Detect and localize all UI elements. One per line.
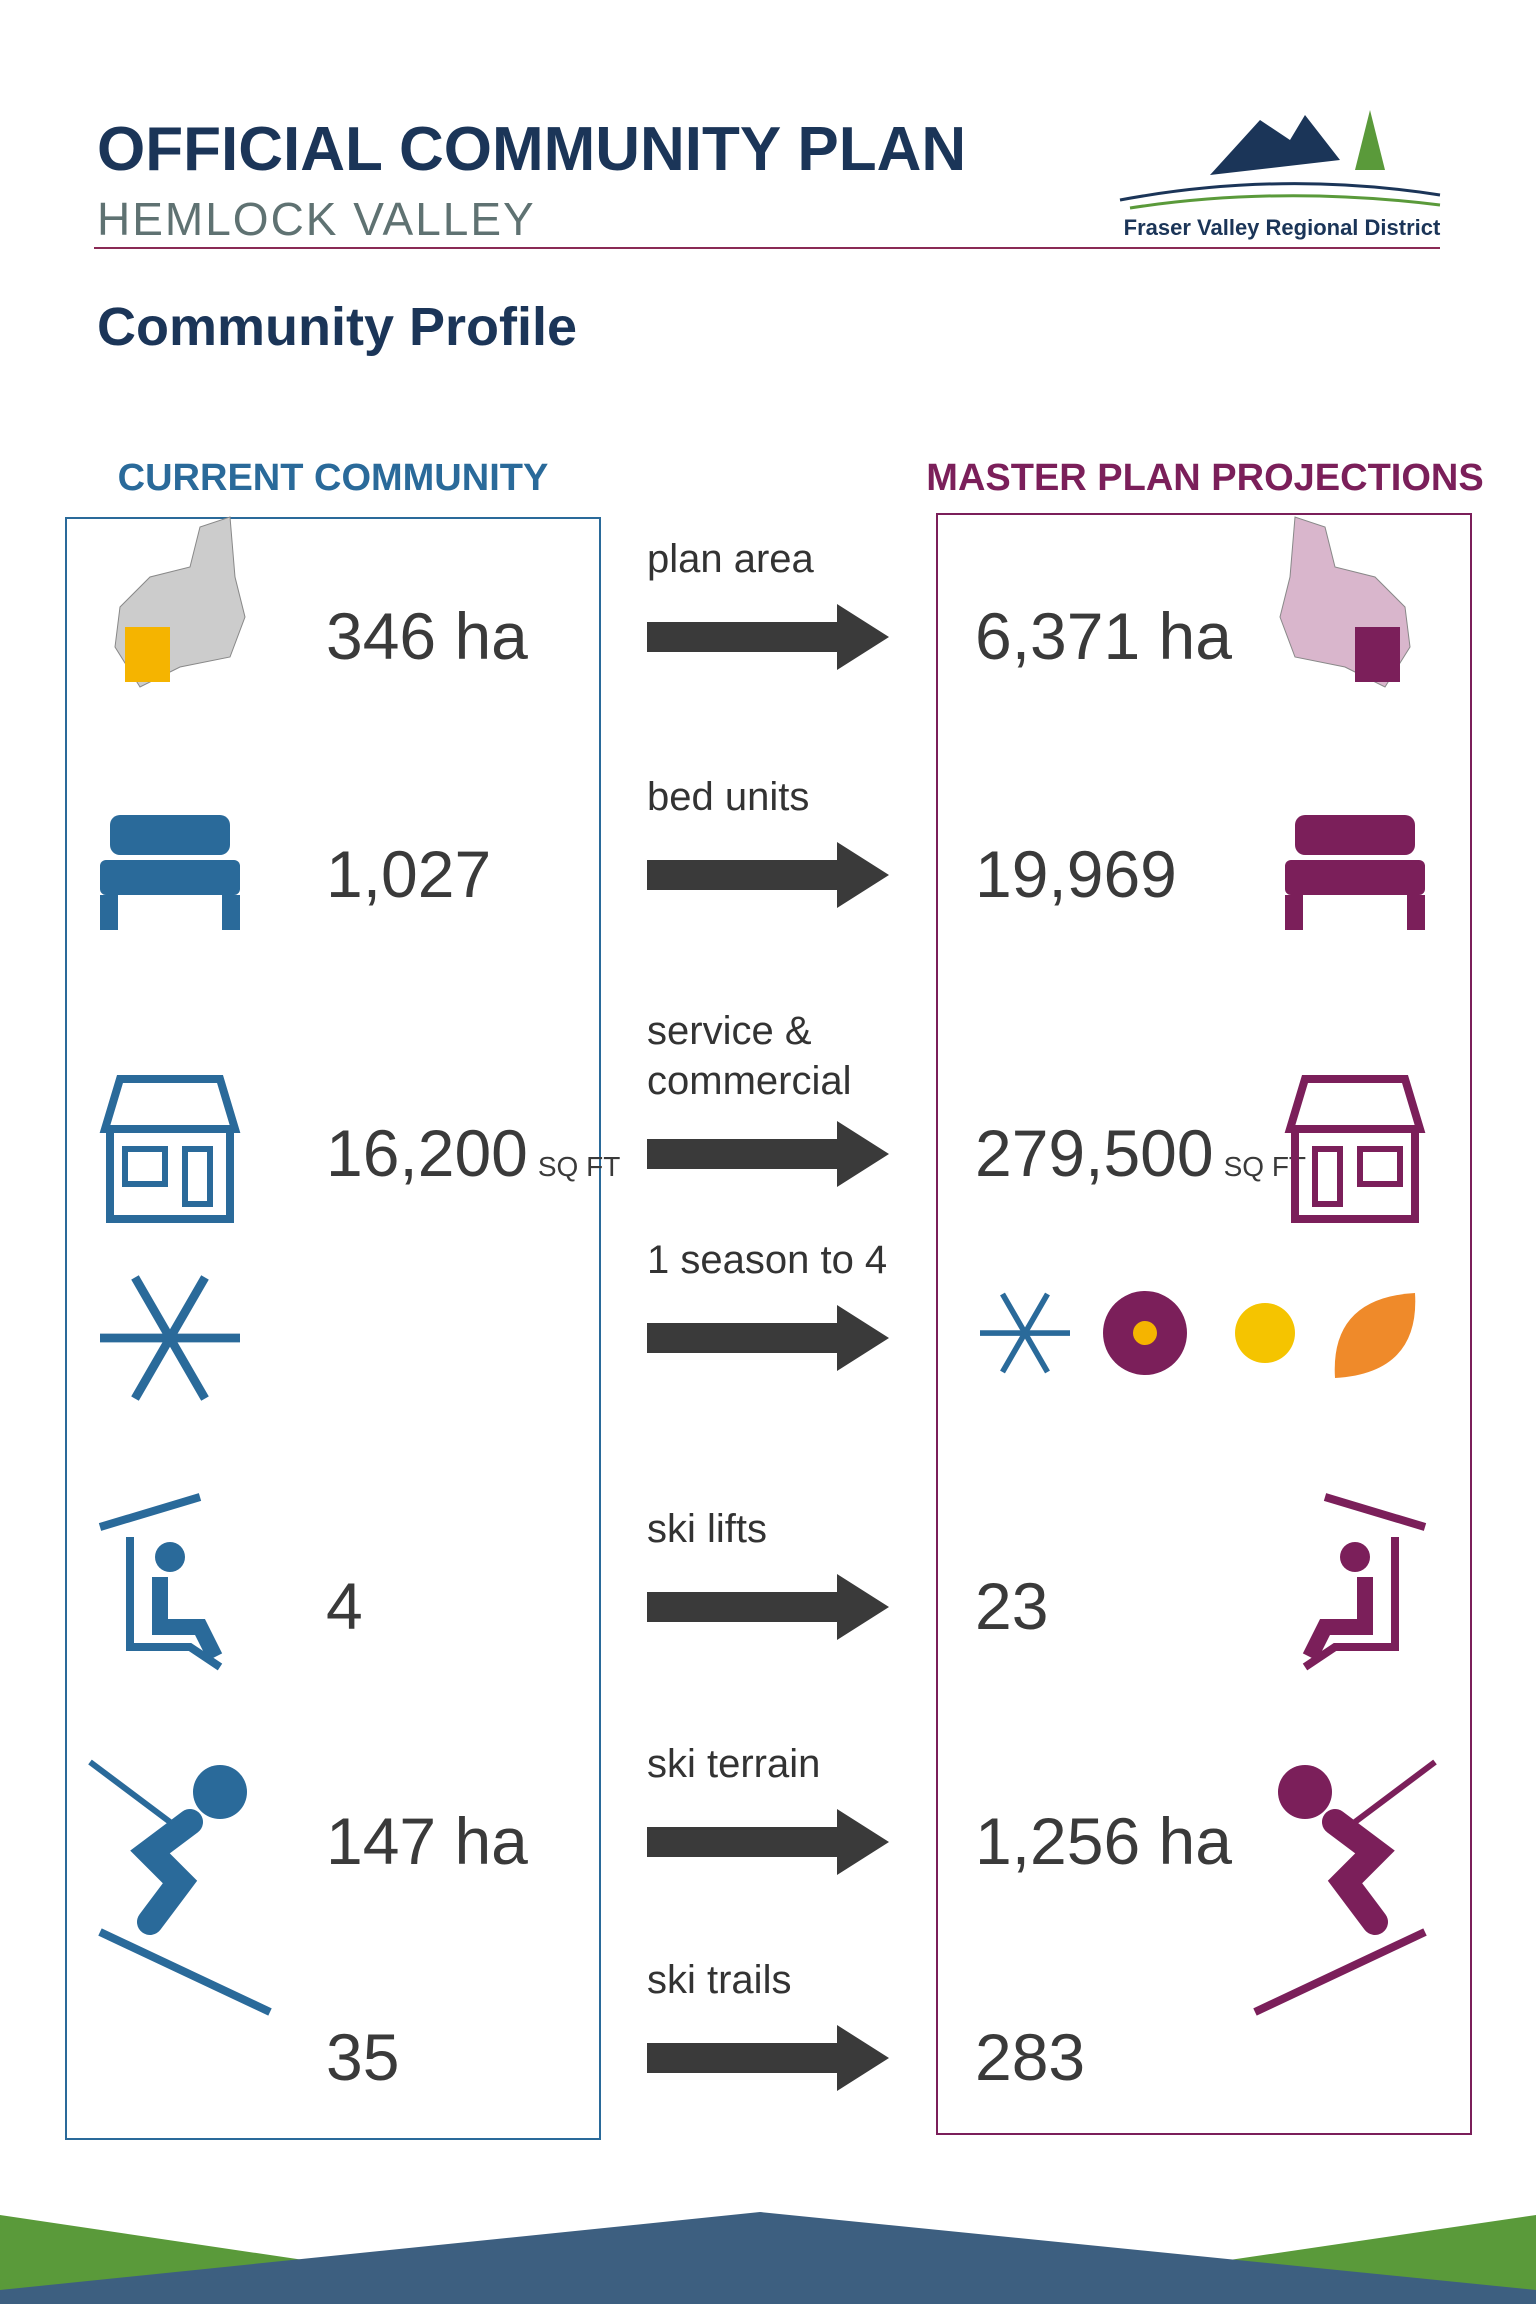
lift-chair (126, 1537, 223, 1671)
profile-row: plan area 346 ha 6,371 ha (114, 516, 1411, 688)
projected-icon (1284, 1075, 1426, 1223)
skier-body (130, 1809, 203, 1935)
current-value: 35 (326, 2020, 399, 2094)
footer (0, 2212, 1536, 2304)
projected-value: 283 (975, 2020, 1085, 2094)
profile-row: bed units 1,027 19,969 (100, 775, 1425, 930)
map-highlight (125, 627, 170, 682)
projections-box (936, 513, 1472, 2135)
ski-pole (88, 1759, 172, 1825)
snowflake-arm (1000, 1292, 1050, 1374)
section-title: Community Profile (97, 297, 577, 357)
projected-value: 23 (975, 1569, 1048, 1643)
projected-icon (1253, 1759, 1437, 2016)
store-door (1312, 1146, 1343, 1207)
arrow (647, 604, 889, 670)
current-icon (100, 1275, 240, 1401)
arrow (647, 1809, 889, 1875)
store-window (1357, 1146, 1403, 1187)
profile-row: ski trails 35 283 (326, 1958, 1085, 2094)
projections-heading: MASTER PLAN PROJECTIONS (926, 457, 1483, 499)
arrow (647, 842, 889, 908)
projected-icon (1285, 815, 1425, 930)
sun (1235, 1303, 1295, 1363)
lift-chair (1302, 1537, 1399, 1671)
lift-rider-head (155, 1542, 185, 1572)
row-label: service & commercial (647, 1009, 851, 1103)
row-label: ski terrain (647, 1742, 820, 1786)
subtitle: HEMLOCK VALLEY (97, 193, 536, 245)
store-door (182, 1146, 213, 1207)
ski (98, 1928, 272, 2016)
leaf (1334, 1293, 1416, 1378)
bed-leg (222, 895, 240, 930)
projected-icon (1279, 516, 1411, 688)
current-unit: SQ FT (538, 1151, 620, 1182)
projected-value: 1,256 ha (975, 1804, 1232, 1878)
lift-cable (98, 1493, 202, 1531)
ski-pole (1353, 1759, 1437, 1825)
current-value: 4 (326, 1569, 363, 1643)
projected-value: 279,500 (975, 1116, 1214, 1190)
store-awning (99, 1075, 241, 1133)
snowflake-arm (131, 1275, 209, 1401)
bed-head (110, 815, 230, 855)
arrow (647, 1574, 889, 1640)
ski (1253, 1928, 1427, 2016)
lift-rider-head (1340, 1542, 1370, 1572)
bed-head (1295, 815, 1415, 855)
store-awning (1284, 1075, 1426, 1133)
store-window (122, 1146, 168, 1187)
current-heading: CURRENT COMMUNITY (118, 457, 549, 499)
lift-cable (1323, 1493, 1427, 1531)
projected-icons (980, 1291, 1416, 1378)
projected-icon (1302, 1493, 1427, 1671)
current-icon (114, 516, 246, 688)
store-body (1291, 1125, 1419, 1223)
bed-leg (1285, 895, 1303, 930)
row-label: 1 season to 4 (647, 1238, 887, 1282)
current-icon (100, 815, 240, 930)
current-box (65, 517, 601, 2140)
row-label: bed units (647, 775, 809, 819)
logo: Fraser Valley Regional District (1119, 110, 1441, 240)
current-value: 346 ha (326, 599, 528, 673)
projected-value: 19,969 (975, 837, 1177, 911)
profile-row: ski terrain 147 ha 1,256 ha (88, 1742, 1437, 2016)
arrow (647, 1305, 889, 1371)
current-icon (99, 1075, 241, 1223)
profile-row: ski lifts 4 23 (98, 1493, 1427, 1671)
row-label: ski trails (647, 1958, 791, 2002)
arrow (647, 1121, 889, 1187)
current-value: 16,200 (326, 1116, 528, 1190)
bed-leg (100, 895, 118, 930)
lift-rider-body (1302, 1577, 1373, 1661)
bed-leg (1407, 895, 1425, 930)
arrow (647, 2025, 889, 2091)
lift-rider-body (152, 1577, 223, 1661)
projected-value: 6,371 ha (975, 599, 1232, 673)
map-highlight (1355, 627, 1400, 682)
skier-body (1322, 1809, 1395, 1935)
skier-head (193, 1765, 247, 1819)
profile-row: 1 season to 4 (100, 1238, 1416, 1401)
flower-center (1133, 1321, 1157, 1345)
skier-head (1278, 1765, 1332, 1819)
bed-body (100, 860, 240, 895)
current-value: 147 ha (326, 1804, 528, 1878)
logo-text: Fraser Valley Regional District (1124, 215, 1441, 240)
current-icon (88, 1759, 272, 2016)
current-icon (98, 1493, 223, 1671)
store-body (106, 1125, 234, 1223)
row-label: ski lifts (647, 1507, 767, 1551)
current-value: 1,027 (326, 837, 491, 911)
bed-body (1285, 860, 1425, 895)
row-label: plan area (647, 537, 815, 581)
title: OFFICIAL COMMUNITY PLAN (97, 115, 966, 184)
